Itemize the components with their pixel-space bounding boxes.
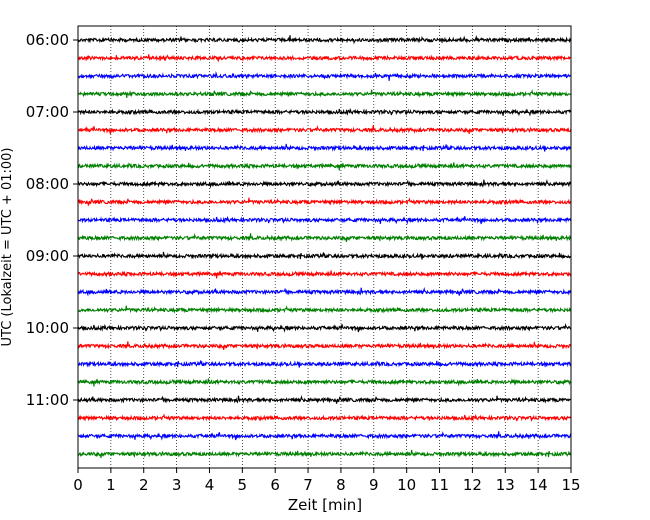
trace-1145 <box>77 449 572 459</box>
x-tick-label: 9 <box>369 476 379 494</box>
y-tick-label: 09:00 <box>26 247 69 265</box>
trace-0915 <box>77 270 572 279</box>
trace-0600 <box>77 34 572 45</box>
x-tick-label: 15 <box>561 476 580 494</box>
x-axis-label: Zeit [min] <box>288 496 362 514</box>
plot-frame <box>77 25 572 469</box>
x-tick-label: 0 <box>73 476 83 494</box>
trace-0815 <box>77 197 572 206</box>
x-tick-label: 7 <box>303 476 313 494</box>
y-tick-label: 07:00 <box>26 103 69 121</box>
trace-0800 <box>77 179 572 189</box>
trace-0745 <box>77 162 572 171</box>
x-tick-label: 1 <box>106 476 116 494</box>
trace-0715 <box>77 124 572 135</box>
trace-0900 <box>77 251 572 260</box>
y-tick-label: 08:00 <box>26 175 69 193</box>
y-tick-label: 11:00 <box>26 391 69 409</box>
x-tick-label: 12 <box>463 476 482 494</box>
x-tick-label: 8 <box>336 476 346 494</box>
x-tick-label: 3 <box>172 476 182 494</box>
trace-1130 <box>77 430 572 441</box>
x-tick-label: 2 <box>139 476 149 494</box>
y-tick-label: 06:00 <box>26 31 69 49</box>
seismic-traces <box>77 34 572 459</box>
x-tick-label: 10 <box>397 476 416 494</box>
y-axis-label: UTC (Lokalzeit = UTC + 01:00) <box>0 148 15 347</box>
trace-1115 <box>77 413 572 422</box>
x-tick-label: 4 <box>205 476 215 494</box>
trace-1015 <box>77 341 572 351</box>
trace-0830 <box>77 215 572 225</box>
x-tick-label: 11 <box>430 476 449 494</box>
x-axis-ticks: 0 1 2 3 4 5 6 7 8 9 10 11 12 13 14 15 <box>73 468 581 494</box>
x-tick-label: 6 <box>270 476 280 494</box>
x-tick-label: 14 <box>529 476 548 494</box>
y-axis-ticks: 06:00 07:00 08:00 09:00 10:00 11:00 <box>26 31 78 409</box>
trace-0930 <box>77 287 572 297</box>
trace-0700 <box>77 107 572 117</box>
trace-1045 <box>77 378 572 387</box>
y-tick-label: 10:00 <box>26 319 69 337</box>
trace-1030 <box>77 360 572 368</box>
trace-0645 <box>77 89 572 98</box>
trace-1100 <box>77 395 572 404</box>
trace-0630 <box>77 71 572 81</box>
trace-0945 <box>77 305 572 314</box>
x-tick-label: 13 <box>496 476 515 494</box>
grid-lines <box>110 26 539 468</box>
trace-0615 <box>77 54 572 63</box>
trace-0845 <box>77 232 572 243</box>
trace-1000 <box>77 322 572 333</box>
trace-0730 <box>78 143 572 152</box>
x-tick-label: 5 <box>238 476 248 494</box>
